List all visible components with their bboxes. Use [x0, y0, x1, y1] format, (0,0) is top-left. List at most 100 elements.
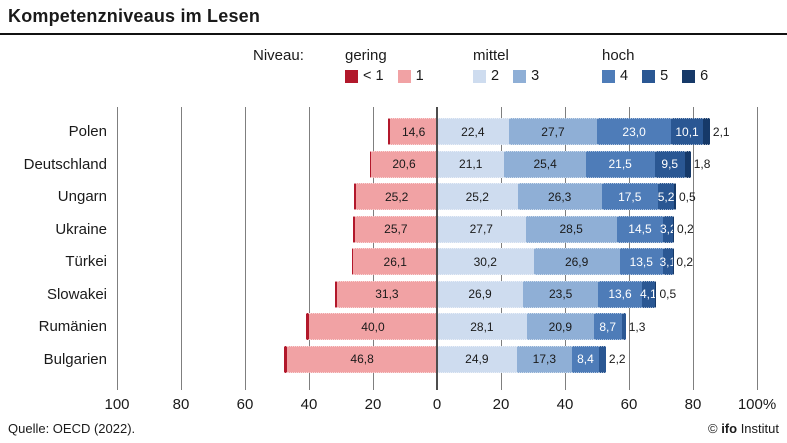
segment-value-label: 26,9: [468, 287, 492, 301]
legend-items-gering: < 1 1: [345, 68, 424, 84]
segment-value-label: 4,1: [639, 287, 657, 301]
legend-swatch-level-6: [682, 69, 696, 83]
bar-segment-level-lt1: [369, 150, 372, 178]
segment-value-label: 9,5: [661, 157, 679, 171]
legend-swatch-level-lt1: [345, 69, 358, 83]
segment-value-label: 17,3: [532, 352, 557, 366]
zero-line: [436, 107, 438, 390]
legend-item-label: 1: [415, 68, 424, 84]
bar-segment-level-4: 13,6: [598, 280, 642, 308]
segment-value-label: 40,0: [361, 319, 385, 334]
bar-row-Ungarn: 25,2 25,2 26,3 17,5 5,2 0,5: [354, 183, 696, 210]
bar-segment-level-3: 20,9: [526, 313, 594, 340]
segment-value-label: 26,1: [383, 254, 407, 269]
segment-value-label: 20,9: [548, 319, 572, 334]
bar-segment-level-1: 46,8: [287, 345, 437, 373]
bar-segment-level-6: [703, 118, 710, 145]
segment-value-label: 8,4: [577, 352, 594, 366]
segment-value-label: 3,1: [659, 254, 677, 269]
legend-swatch-level-5: [642, 69, 656, 83]
legend-group-hoch: hoch: [602, 47, 635, 64]
outside-value-label: 0,5: [659, 287, 677, 301]
bar-segment-level-3: 23,5: [523, 280, 599, 308]
bar-segment-level-4: 14,5: [616, 215, 664, 243]
credit-prefix: ©: [707, 421, 722, 436]
segment-value-label: 28,5: [559, 222, 583, 236]
bar-segment-level-5: [598, 345, 606, 373]
bar-segment-level-4: 23,0: [597, 118, 671, 145]
segment-value-label: 25,2: [465, 189, 489, 204]
bar-segment-level-2: 25,2: [436, 183, 518, 210]
bar-segment-level-3: 26,3: [517, 183, 602, 210]
segment-value-label: 26,3: [547, 189, 572, 204]
legend-item-level-lt1: < 1: [345, 68, 384, 84]
outside-value-label: 1,3: [628, 319, 646, 334]
segment-value-label: 17,5: [618, 189, 642, 204]
segment-value-label: 8,7: [599, 319, 617, 334]
outside-value-label: 2,1: [712, 124, 730, 139]
axis-tick-label: 80: [684, 396, 702, 413]
bar-segment-level-1: 25,2: [356, 183, 437, 210]
bar-segment-level-4: 17,5: [601, 183, 658, 210]
segment-value-label: 14,5: [628, 222, 652, 236]
legend-item-label: 5: [660, 68, 669, 84]
segment-value-label: 21,1: [459, 157, 483, 171]
segment-value-label: 28,1: [470, 319, 494, 334]
country-label: Rumänien: [38, 318, 107, 335]
bar-segment-level-6: [673, 215, 675, 243]
bar-segment-level-1: 14,6: [390, 118, 437, 145]
segment-value-label: 27,7: [469, 222, 493, 236]
bar-row-Slowakei: 31,3 26,9 23,5 13,6 4,1 0,5: [334, 280, 677, 308]
legend-label: Niveau:: [253, 47, 304, 64]
outside-value-label: 0,2: [677, 222, 694, 236]
bar-segment-level-1: 31,3: [336, 280, 437, 308]
segment-value-label: 25,4: [533, 157, 557, 171]
bar-segment-level-4: 13,5: [619, 248, 663, 275]
bar-segment-level-2: 30,2: [436, 248, 534, 275]
country-label: Ungarn: [57, 188, 107, 205]
axis-tick-label: 20: [364, 396, 382, 413]
bar-segment-level-6: [672, 248, 674, 275]
outside-value-label: 0,5: [678, 189, 696, 204]
bar-segment-level-4: 21,5: [585, 150, 655, 178]
bar-segment-level-6: [654, 280, 657, 308]
title-rule: [0, 33, 787, 35]
bar-segment-level-lt1: [352, 215, 355, 243]
gridline: [181, 107, 182, 390]
bar-row-Polen: 14,6 22,4 27,7 23,0 10,1 2,1: [388, 118, 730, 145]
bar-segment-level-5: [621, 313, 626, 340]
segment-value-label: 24,9: [465, 352, 489, 366]
legend-item-label: 4: [620, 68, 629, 84]
bar-segment-level-2: 27,7: [436, 215, 526, 243]
segment-value-label: 13,5: [629, 254, 653, 269]
credit-note: © ifo Institut: [708, 421, 779, 436]
segment-value-label: 3,2: [659, 222, 677, 236]
axis-tick-label: 40: [556, 396, 574, 413]
legend-item-label: 6: [700, 68, 709, 84]
axis-tick-label: 100: [104, 396, 130, 413]
legend-item-level-4: 4: [602, 68, 628, 84]
axis-tick-label: 40: [300, 396, 318, 413]
segment-value-label: 5,2: [657, 189, 675, 204]
segment-value-label: 21,5: [608, 157, 632, 171]
segment-value-label: 26,9: [564, 254, 589, 269]
bar-segment-level-6: [684, 150, 691, 178]
bar-segment-level-2: 22,4: [436, 118, 509, 145]
bar-segment-level-1: 25,7: [354, 215, 437, 243]
legend-item-level-6: 6: [682, 68, 708, 84]
bar-segment-level-2: 24,9: [436, 345, 517, 373]
bar-segment-level-3: 17,3: [516, 345, 573, 373]
bar-segment-level-lt1: [388, 118, 391, 145]
segment-value-label: 27,7: [541, 124, 565, 139]
bar-segment-level-5: 5,2: [657, 183, 675, 210]
segment-value-label: 23,0: [622, 124, 646, 139]
bar-segment-level-1: 40,0: [308, 313, 437, 340]
credit-suffix: Institut: [737, 421, 779, 436]
bar-segment-level-lt1: [334, 280, 337, 308]
bar-segment-level-1: 26,1: [353, 248, 437, 275]
country-label: Deutschland: [23, 155, 107, 173]
bar-segment-level-3: 26,9: [533, 248, 620, 275]
country-label: Bulgarien: [43, 350, 107, 368]
segment-value-label: 25,7: [384, 222, 408, 236]
